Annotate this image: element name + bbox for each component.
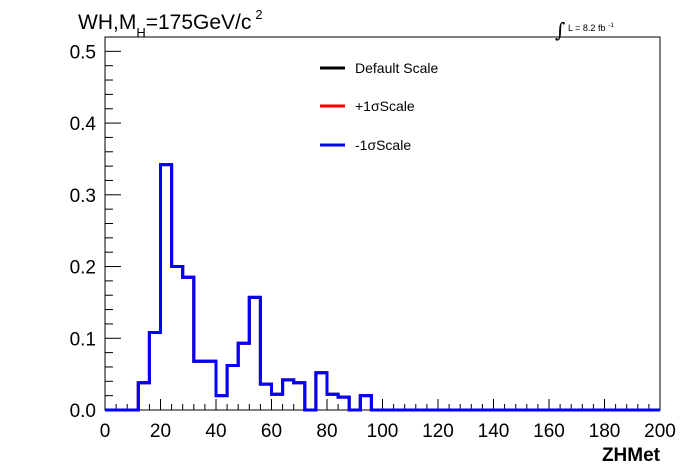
y-tick-label: 0.4 bbox=[70, 114, 97, 135]
series-line-1 bbox=[105, 163, 660, 412]
x-tick-label: 160 bbox=[533, 421, 565, 442]
x-tick-label: 80 bbox=[316, 421, 337, 442]
title-value: =175GeV/c bbox=[146, 11, 252, 34]
title-superscript: 2 bbox=[255, 7, 262, 22]
x-tick-label: 20 bbox=[150, 421, 171, 442]
y-tick-label: 0.2 bbox=[70, 258, 96, 279]
y-tick-label: 0.3 bbox=[70, 186, 96, 207]
integral-symbol: ∫ bbox=[555, 18, 565, 42]
series-line-0 bbox=[105, 163, 660, 412]
luminosity-label: L = 8.2 fb -1 bbox=[568, 23, 614, 33]
legend-label-plus1sigma: +1σScale bbox=[355, 98, 415, 114]
y-tick-label: 0.0 bbox=[70, 401, 96, 422]
plot-frame bbox=[104, 36, 661, 411]
x-tick-label: 100 bbox=[367, 421, 399, 442]
x-tick-label: 120 bbox=[422, 421, 454, 442]
legend-label-default: Default Scale bbox=[355, 60, 438, 76]
x-tick-label: 0 bbox=[100, 421, 111, 442]
x-tick-label: 180 bbox=[589, 421, 621, 442]
legend: Default Scale +1σScale -1σScale bbox=[320, 60, 438, 153]
title-subscript: H bbox=[136, 25, 145, 40]
y-tick-label: 0.5 bbox=[70, 42, 96, 63]
x-tick-label: 40 bbox=[205, 421, 226, 442]
x-tick-label: 140 bbox=[478, 421, 510, 442]
series-line-2 bbox=[105, 163, 660, 412]
histogram-series bbox=[105, 163, 660, 412]
chart-title: WH,MH=175GeV/c 2 bbox=[78, 7, 263, 40]
title-prefix: WH,M bbox=[78, 11, 136, 34]
x-tick-label: 60 bbox=[261, 421, 282, 442]
luminosity-superscript: -1 bbox=[608, 23, 614, 29]
x-axis-ticks: 0 20 40 60 80 100 120 140 160 180 200 bbox=[100, 399, 676, 442]
legend-label-minus1sigma: -1σScale bbox=[355, 137, 411, 153]
x-tick-label: 200 bbox=[644, 421, 676, 442]
y-axis-ticks: 0.0 0.1 0.2 0.3 0.4 0.5 bbox=[70, 36, 121, 422]
y-tick-label: 0.1 bbox=[70, 329, 96, 350]
x-axis-label: ZHMet bbox=[602, 445, 661, 466]
luminosity-text: L = 8.2 fb bbox=[568, 23, 605, 33]
